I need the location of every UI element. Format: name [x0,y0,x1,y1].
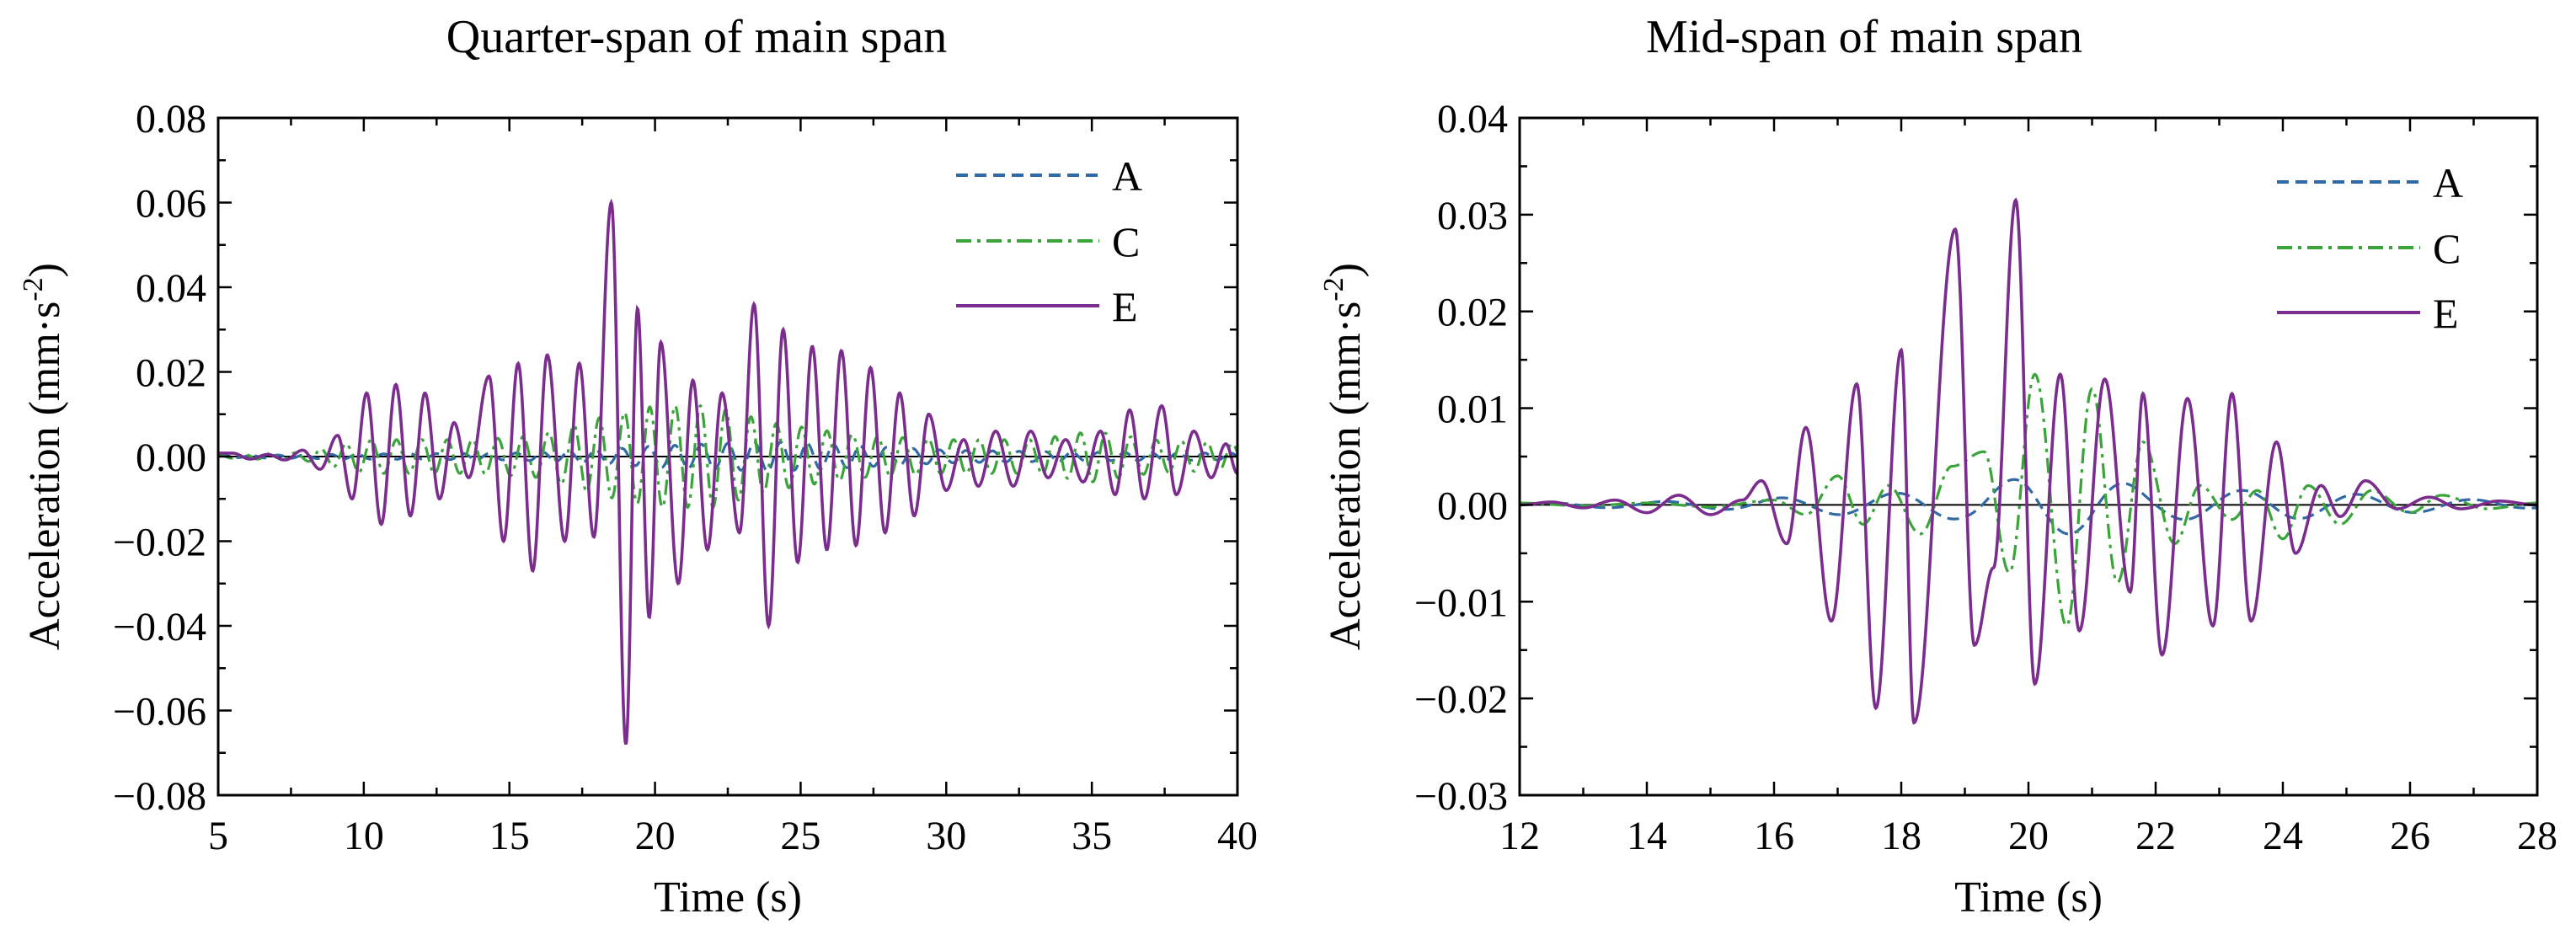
x-tick-label: 25 [780,814,820,858]
x-tick-label: 26 [2390,814,2430,858]
y-tick-label: 0.00 [1437,484,1508,528]
legend-label-e: E [2433,290,2459,337]
series-line-c [1520,372,2537,628]
y-tick-label: −0.02 [1414,677,1508,722]
y-tick-label: −0.02 [113,521,206,565]
x-tick-label: 14 [1627,814,1667,858]
y-tick-label: 0.02 [1437,291,1508,335]
y-tick-label: 0.08 [136,97,206,142]
y-axis-label: Acceleration (mm·s-2) [18,263,69,650]
legend: A C E [2277,159,2463,337]
y-tick-label: −0.04 [113,605,206,649]
x-tick-label: 22 [2135,814,2176,858]
x-tick-label: 15 [489,814,530,858]
legend: A C E [956,152,1142,330]
x-tick-label: 20 [2008,814,2049,858]
tick-layer: 5 10 15 20 25 30 35 40 −0.08 −0.06 −0.04 −0.02 0.00 0… [113,97,1258,858]
legend-label-a: A [2433,159,2463,206]
y-tick-label: −0.01 [1414,580,1508,625]
y-axis-label-close: ) [1322,263,1370,277]
plot-frame [1518,116,2539,797]
y-tick-label: 0.06 [136,182,206,227]
y-tick-label: 0.00 [136,435,206,480]
x-tick-label: 40 [1217,814,1258,858]
legend-label-c: C [1112,218,1140,265]
x-tick-label: 24 [2263,814,2303,858]
y-axis-label-base: Acceleration (mm·s [1322,302,1370,650]
series-line-e [1520,197,2537,725]
x-tick-label: 20 [635,814,676,858]
x-axis-label: Time (s) [1954,874,2103,922]
y-tick-label: 0.02 [136,351,206,396]
y-tick-label: 0.01 [1437,387,1508,432]
panel-quarter-span: Quarter-span of main span 5 10 15 20 25 30 35 4… [18,11,1258,922]
y-tick-label: 0.03 [1437,194,1508,238]
x-tick-label: 30 [926,814,966,858]
x-tick-label: 5 [208,814,228,858]
y-axis-label-superscript: -2 [18,277,49,301]
plot-frame [216,116,1239,797]
y-axis-label-close: ) [21,263,69,277]
y-axis-label-superscript: -2 [1318,277,1349,301]
x-tick-label: 10 [344,814,384,858]
x-tick-label: 12 [1499,814,1540,858]
series-line-a [1520,478,2537,536]
legend-label-e: E [1112,283,1138,330]
y-tick-label: −0.03 [1414,774,1508,819]
legend-label-a: A [1112,152,1142,200]
y-axis-label-base: Acceleration (mm·s [21,302,69,650]
x-tick-label: 28 [2517,814,2557,858]
chart-title: Quarter-span of main span [446,11,947,63]
x-tick-label: 18 [1881,814,1921,858]
series-line-e [218,198,1237,745]
series-layer [1520,197,2537,725]
y-tick-label: 0.04 [136,266,206,311]
y-tick-label: −0.08 [113,774,206,819]
y-tick-label: 0.04 [1437,97,1508,142]
y-axis-label: Acceleration (mm·s-2) [1318,263,1370,650]
legend-label-c: C [2433,225,2461,272]
series-layer [218,198,1237,745]
tick-layer: 12 14 16 18 20 22 24 26 28 −0.03 −0.02 −0.01 0.00 0.0… [1414,97,2557,858]
chart-title: Mid-span of main span [1646,11,2082,63]
y-tick-label: −0.06 [113,690,206,735]
panel-mid-span: Mid-span of main span 12 14 16 18 20 22 24 26 28… [1318,11,2557,922]
x-tick-label: 16 [1754,814,1794,858]
x-tick-label: 35 [1072,814,1112,858]
x-axis-label: Time (s) [654,874,802,922]
